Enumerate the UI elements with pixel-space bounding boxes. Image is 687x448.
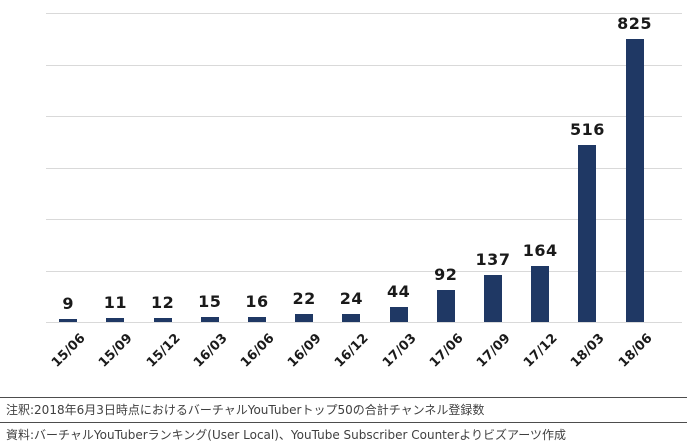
bar-value-label: 15: [198, 291, 222, 311]
bar-value-label: 44: [386, 281, 411, 301]
bar-chart: 9 11 12 15 16 22 24 44 92 137 164 516 825 15/06 15/09…: [46, 13, 682, 371]
bar-15/09: [106, 318, 125, 322]
bar-value-label: 825: [617, 13, 653, 33]
gridline-300: [46, 219, 682, 220]
bar-value-label: 516: [569, 119, 605, 139]
plot-area: 9 11 12 15 16 22 24 44 92 137 164 516 825: [46, 13, 682, 323]
bar-18/06: [625, 38, 644, 322]
bar-value-label: 9: [62, 293, 74, 313]
bar-16/09: [295, 314, 314, 322]
bar-value-label: 12: [150, 292, 175, 312]
bar-16/06: [248, 316, 266, 322]
bar-17/03: [389, 306, 408, 322]
annotation-note: 注釈:2018年6月3日時点におけるバーチャルYouTuberトップ50の合計チ…: [0, 396, 687, 423]
bar-18/03: [578, 144, 597, 322]
bar-17/12: [531, 265, 550, 322]
footnotes: 注釈:2018年6月3日時点におけるバーチャルYouTuberトップ50の合計チ…: [0, 396, 687, 448]
gridline-900: [46, 13, 682, 14]
gridline-600: [46, 116, 682, 117]
gridline-0: [46, 322, 682, 323]
gridline-150: [46, 270, 682, 272]
bar-16/12: [342, 313, 361, 322]
gridline-450: [46, 167, 682, 169]
bar-17/09: [484, 274, 502, 322]
bar-17/06: [436, 290, 455, 322]
bar-value-label: 137: [475, 249, 511, 269]
gridline-750: [46, 64, 682, 66]
bar-16/03: [200, 316, 219, 322]
bar-value-label: 164: [522, 240, 558, 260]
bar-15/12: [153, 317, 172, 322]
bar-value-label: 11: [103, 293, 128, 313]
bar-value-label: 24: [339, 288, 364, 308]
bar-value-label: 22: [292, 289, 316, 309]
bar-value-label: 16: [245, 291, 269, 311]
source-note: 資料:バーチャルYouTuberランキング(User Local)、YouTub…: [0, 422, 687, 448]
bar-15/06: [59, 318, 78, 322]
bar-value-label: 92: [434, 265, 458, 285]
